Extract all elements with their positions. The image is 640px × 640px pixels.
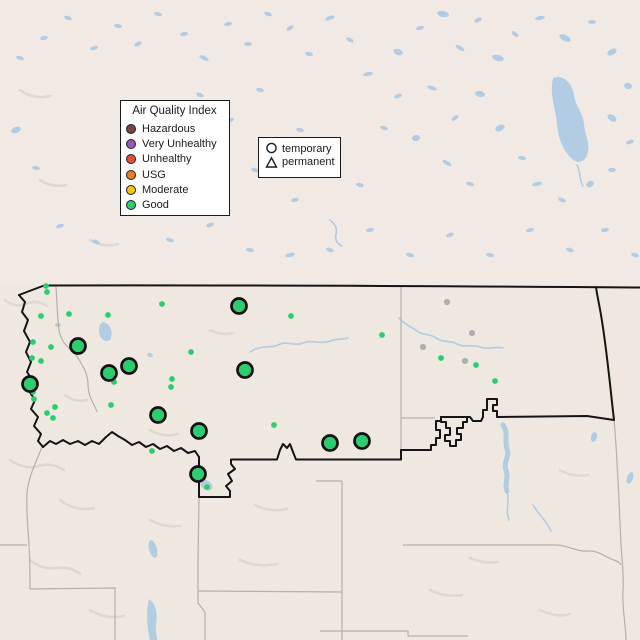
hazardous-swatch-icon <box>126 123 136 134</box>
monitor-markers[interactable] <box>21 283 498 490</box>
aqi-legend-item-good: Good <box>126 197 223 212</box>
monitor-good-large[interactable] <box>149 406 167 424</box>
monitor-good-large[interactable] <box>189 465 207 483</box>
monitor-good-large[interactable] <box>321 434 339 452</box>
east-border <box>595 286 615 421</box>
monitor-good-small[interactable] <box>52 404 58 410</box>
permanent-triangle-icon <box>265 156 278 168</box>
canada-border <box>18 284 640 296</box>
monitor-good-small[interactable] <box>168 384 174 390</box>
shape-legend: temporary permanent <box>258 137 341 178</box>
monitor-no-data[interactable] <box>419 343 427 351</box>
reservation-border <box>440 416 468 447</box>
monitor-good-small[interactable] <box>473 362 479 368</box>
monitor-good-large[interactable] <box>190 422 208 440</box>
aqi-legend-title: Air Quality Index <box>132 105 217 117</box>
nd-reservoir <box>500 422 511 494</box>
southwest-border <box>42 431 200 458</box>
monitor-good-large[interactable] <box>230 297 248 315</box>
moderate-swatch-icon <box>126 184 136 195</box>
county-borders <box>0 286 627 640</box>
monitor-good-large[interactable] <box>353 432 371 450</box>
monitor-good-small[interactable] <box>379 332 385 338</box>
southeast-border <box>440 398 615 422</box>
aqi-legend: Air Quality Index Hazardous Very Unhealt… <box>120 100 230 216</box>
rivers <box>249 164 584 532</box>
monitor-no-data[interactable] <box>443 298 451 306</box>
monitor-good-small[interactable] <box>159 301 165 307</box>
monitor-good-small[interactable] <box>66 311 72 317</box>
monitor-good-large[interactable] <box>21 375 39 393</box>
shape-legend-item-temporary: temporary <box>265 142 335 156</box>
monitor-good-small[interactable] <box>38 358 44 364</box>
monitor-good-small[interactable] <box>38 313 44 319</box>
monitor-good-small[interactable] <box>48 344 54 350</box>
monitor-good-small[interactable] <box>50 415 56 421</box>
monitor-good-small[interactable] <box>271 422 277 428</box>
monitor-no-data[interactable] <box>468 329 476 337</box>
usg-swatch-icon <box>126 169 136 180</box>
very-unhealthy-swatch-icon <box>126 138 136 149</box>
shape-legend-item-permanent: permanent <box>265 156 335 170</box>
monitor-good-large[interactable] <box>100 364 118 382</box>
monitor-good-small[interactable] <box>169 376 175 382</box>
monitor-good-small[interactable] <box>105 312 111 318</box>
unhealthy-swatch-icon <box>126 154 136 165</box>
monitor-good-small[interactable] <box>438 355 444 361</box>
good-swatch-icon <box>126 200 136 211</box>
monitor-good-large[interactable] <box>120 357 138 375</box>
monitor-good-small[interactable] <box>492 378 498 384</box>
monitor-good-large[interactable] <box>69 337 87 355</box>
monitor-good-small[interactable] <box>29 355 35 361</box>
monitor-good-small[interactable] <box>288 313 294 319</box>
terrain-shading <box>3 88 590 619</box>
aqi-legend-item-very-unhealthy: Very Unhealthy <box>126 136 223 151</box>
flathead-lake <box>99 322 112 342</box>
monitor-good-small[interactable] <box>149 448 155 454</box>
monitor-good-small[interactable] <box>31 396 37 402</box>
monitor-good-small[interactable] <box>204 484 210 490</box>
aqi-legend-item-moderate: Moderate <box>126 182 223 197</box>
monitor-good-small[interactable] <box>30 339 36 345</box>
monitor-good-large[interactable] <box>236 361 254 379</box>
aqi-legend-item-unhealthy: Unhealthy <box>126 152 223 167</box>
aqi-legend-item-hazardous: Hazardous <box>126 121 223 136</box>
monitor-good-small[interactable] <box>43 283 49 289</box>
us-region-tint <box>0 286 640 640</box>
south-border <box>198 416 442 498</box>
monitor-good-small[interactable] <box>44 289 50 295</box>
aqi-legend-item-usg: USG <box>126 167 223 182</box>
monitor-good-small[interactable] <box>108 402 114 408</box>
monitor-no-data[interactable] <box>461 357 469 365</box>
monitor-good-small[interactable] <box>188 349 194 355</box>
large-lake <box>551 76 589 162</box>
temporary-circle-icon <box>266 142 277 154</box>
monitor-good-small[interactable] <box>44 410 50 416</box>
